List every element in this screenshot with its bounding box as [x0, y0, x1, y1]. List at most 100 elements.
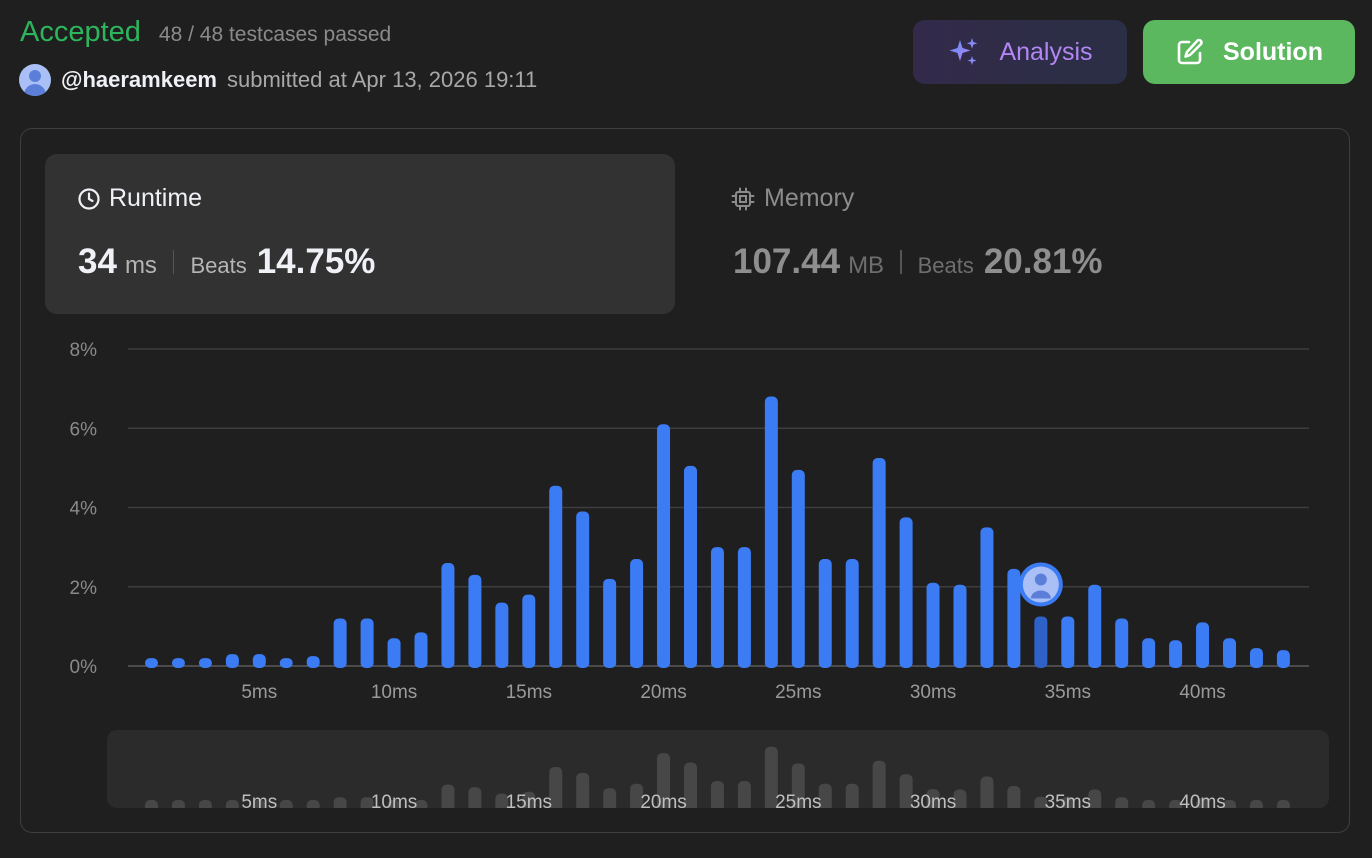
histogram-bar[interactable] — [791, 469, 805, 668]
y-tick-label: 2% — [70, 578, 98, 599]
histogram-bar[interactable] — [845, 559, 859, 668]
overview-tick-label: 30ms — [910, 792, 956, 813]
histogram-bar[interactable] — [198, 658, 212, 668]
overview-tick-label: 5ms — [241, 792, 277, 813]
analysis-button[interactable]: Analysis — [913, 20, 1127, 84]
overview-tick-label: 20ms — [640, 792, 686, 813]
overview-bar — [980, 776, 994, 812]
overview-tick-label: 25ms — [775, 792, 821, 813]
memory-beats-label: Beats — [917, 253, 974, 278]
overview-bar — [791, 763, 805, 812]
histogram-bar[interactable] — [576, 511, 590, 668]
histogram-bar[interactable] — [171, 658, 185, 668]
histogram-bar[interactable] — [953, 584, 967, 668]
histogram-bar[interactable] — [279, 658, 293, 668]
overview-bar — [1007, 785, 1021, 812]
overview-bar — [684, 762, 697, 812]
histogram-bar[interactable] — [710, 547, 724, 668]
clock-icon — [77, 187, 101, 211]
histogram-bar[interactable] — [980, 527, 994, 668]
memory-label: Memory — [764, 184, 855, 212]
solution-button[interactable]: Solution — [1143, 20, 1355, 84]
histogram-bar[interactable] — [495, 602, 509, 668]
histogram-bar[interactable] — [522, 594, 536, 668]
x-tick-label: 30ms — [910, 682, 956, 703]
overview-bar — [845, 783, 859, 812]
histogram-bar[interactable] — [441, 562, 455, 668]
x-tick-label: 15ms — [506, 682, 552, 703]
histogram-bar[interactable] — [737, 547, 751, 668]
histogram-bar[interactable] — [360, 618, 374, 668]
overview-clip — [107, 808, 1329, 818]
overview-bar — [710, 781, 724, 812]
histogram-bar[interactable] — [1223, 638, 1236, 668]
histogram-bar[interactable] — [1169, 640, 1183, 668]
submission-status: Accepted 48 / 48 testcases passed — [20, 16, 391, 49]
overview-bar — [522, 791, 536, 812]
histogram-bar[interactable] — [252, 654, 266, 668]
histogram-bar[interactable] — [764, 396, 778, 668]
range-selector — [107, 730, 1329, 808]
histogram-bar[interactable] — [818, 559, 832, 668]
histogram-bar[interactable] — [1276, 650, 1290, 668]
histogram-bar[interactable] — [1034, 616, 1048, 668]
runtime-metric: 34 ms Beats 14.75% — [78, 242, 375, 282]
accepted-label: Accepted — [20, 16, 141, 48]
x-tick-label: 10ms — [371, 682, 417, 703]
histogram-bar[interactable] — [387, 638, 401, 668]
histogram-bar[interactable] — [1115, 618, 1129, 668]
runtime-header: Runtime — [77, 184, 202, 213]
chip-icon — [730, 186, 756, 212]
submitter-info: @haeramkeem submitted at Apr 13, 2026 19… — [19, 63, 537, 97]
histogram-bar[interactable] — [684, 465, 697, 668]
x-tick-label: 20ms — [640, 682, 686, 703]
x-tick-label: 40ms — [1179, 682, 1225, 703]
sparkles-icon — [947, 35, 981, 69]
histogram-bar[interactable] — [145, 658, 158, 668]
overview-bar — [926, 789, 940, 812]
y-tick-label: 4% — [70, 499, 98, 520]
histogram-bar[interactable] — [468, 574, 482, 668]
overview-bar — [872, 760, 886, 812]
stats-panel — [20, 128, 1350, 833]
histogram-bar[interactable] — [899, 517, 913, 668]
histogram-bar[interactable] — [603, 578, 617, 668]
overview-tick-label: 10ms — [371, 792, 417, 813]
overview-tick-label: 15ms — [506, 792, 552, 813]
overview-bar — [818, 783, 832, 812]
overview-tick-label: 35ms — [1045, 792, 1091, 813]
solution-label: Solution — [1223, 37, 1323, 66]
histogram-bar[interactable] — [225, 654, 239, 668]
username-link[interactable]: @haeramkeem — [61, 67, 217, 92]
overview-bar — [576, 772, 590, 812]
histogram-bar[interactable] — [1196, 622, 1210, 668]
histogram-bar[interactable] — [414, 632, 428, 668]
overview-bar — [549, 767, 563, 812]
histogram-bar[interactable] — [1088, 584, 1102, 668]
histogram-bar[interactable] — [872, 457, 886, 668]
memory-header[interactable]: Memory — [730, 184, 854, 213]
histogram-bar[interactable] — [1249, 648, 1263, 668]
overview-bar — [764, 746, 778, 812]
testcases-passed: 48 / 48 testcases passed — [158, 23, 392, 46]
overview-bar — [495, 793, 509, 812]
submitted-at: submitted at Apr 13, 2026 19:11 — [227, 67, 538, 92]
histogram-bar[interactable] — [1142, 638, 1156, 668]
overview-bar — [441, 784, 455, 812]
histogram-bar[interactable] — [306, 656, 320, 668]
histogram-bar[interactable] — [1007, 568, 1021, 668]
histogram-bar[interactable] — [657, 424, 671, 668]
runtime-beats-label: Beats — [190, 253, 247, 278]
overview-bar — [603, 788, 617, 812]
edit-icon — [1175, 37, 1205, 67]
overview-bar — [953, 789, 967, 812]
histogram-bar[interactable] — [333, 618, 347, 668]
histogram-bar[interactable] — [1061, 616, 1075, 668]
avatar[interactable] — [19, 64, 51, 96]
histogram-bar[interactable] — [926, 582, 940, 668]
histogram-bar[interactable] — [549, 485, 563, 668]
runtime-card[interactable]: Runtime 34 ms Beats 14.75% — [45, 154, 675, 314]
current-submission-marker[interactable] — [1018, 562, 1063, 607]
histogram-bar[interactable] — [630, 559, 644, 668]
